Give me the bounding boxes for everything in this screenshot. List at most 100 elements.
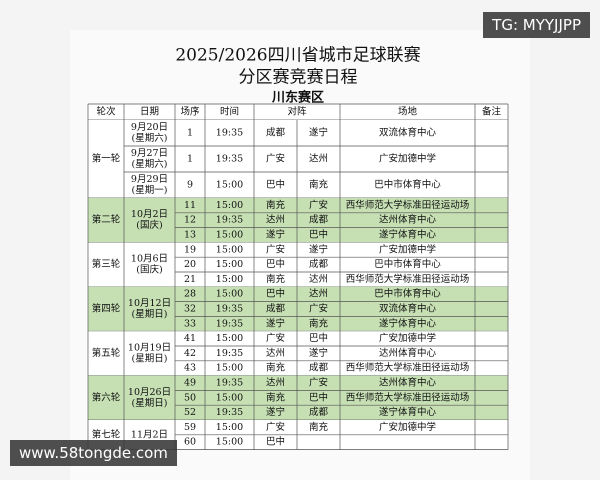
away-team: 广安 [309, 303, 328, 315]
home-team: 遂宁 [266, 317, 285, 329]
match-number: 1 [187, 128, 193, 139]
home-team: 南充 [266, 391, 286, 403]
column-header: 场地 [398, 106, 418, 118]
date-text: 9月29日 [131, 174, 168, 185]
away-team: 遂宁 [309, 127, 328, 139]
venue: 遂宁体育中心 [379, 406, 437, 418]
round-name: 第三轮 [92, 258, 121, 270]
home-team: 达州 [266, 214, 285, 226]
away-team: 巴中 [309, 391, 328, 403]
venue: 巴中市体育中心 [374, 288, 441, 300]
date-text: (国庆) [136, 219, 162, 231]
match-number: 13 [184, 230, 196, 241]
away-team: 达州 [309, 153, 328, 165]
match-time: 19:35 [216, 304, 243, 315]
column-header: 时间 [220, 106, 239, 118]
column-header: 对阵 [287, 106, 307, 118]
match-time: 19:35 [216, 318, 243, 329]
date-text: 11月2日 [131, 429, 168, 440]
match-number: 59 [184, 422, 196, 433]
match-time: 15:00 [216, 244, 243, 255]
away-team: 南充 [309, 179, 329, 191]
home-team: 成都 [266, 303, 286, 315]
away-team: 遂宁 [309, 243, 328, 255]
away-team: 达州 [309, 273, 328, 285]
match-time: 19:35 [216, 407, 243, 418]
home-team: 遂宁 [266, 406, 285, 418]
away-team: 成都 [309, 214, 329, 226]
match-number: 28 [184, 289, 196, 300]
round-name: 第二轮 [92, 214, 121, 226]
venue: 双流体育中心 [379, 303, 437, 315]
match-time: 15:00 [216, 230, 243, 241]
home-team: 广安 [266, 153, 285, 165]
round-band [88, 286, 508, 332]
round-band [88, 198, 508, 243]
date-text: (星期日) [132, 398, 168, 409]
date-text: (星期六) [132, 132, 168, 144]
round-name: 第一轮 [92, 153, 121, 165]
venue: 巴中市体育中心 [374, 258, 441, 270]
round-band [88, 331, 508, 376]
date-text: (国庆) [136, 264, 162, 276]
venue: 西华师范大学标准田径运动场 [346, 391, 470, 403]
match-number: 12 [184, 215, 196, 226]
column-header: 日期 [140, 107, 159, 118]
venue: 达州体育中心 [379, 377, 437, 389]
match-time: 15:00 [216, 180, 243, 191]
date-text: 10月19日 [128, 342, 171, 353]
venue: 西华师范大学标准田径运动场 [346, 199, 470, 211]
match-time: 15:00 [216, 333, 243, 344]
home-team: 南充 [266, 273, 286, 285]
date-text: 10月6日 [131, 254, 168, 265]
match-number: 49 [184, 378, 196, 389]
date-text: 10月26日 [128, 387, 171, 398]
venue: 达州体育中心 [379, 347, 437, 359]
match-number: 1 [187, 154, 193, 165]
match-number: 21 [184, 274, 196, 285]
match-time: 15:00 [216, 363, 243, 374]
match-time: 19:35 [216, 215, 243, 226]
match-time: 15:00 [216, 422, 243, 433]
match-number: 9 [187, 180, 193, 191]
match-time: 15:00 [216, 289, 243, 300]
round-name: 第五轮 [92, 347, 121, 359]
match-number: 50 [184, 392, 196, 403]
venue: 广安加德中学 [379, 243, 436, 255]
venue: 达州体育中心 [379, 214, 437, 226]
venue: 西华师范大学标准田径运动场 [346, 273, 470, 285]
watermark-bottom: www.58tongde.com [10, 440, 177, 466]
venue: 广安加德中学 [379, 153, 436, 165]
match-number: 19 [184, 244, 196, 255]
match-number: 11 [184, 200, 196, 211]
match-number: 20 [184, 259, 196, 270]
date-text: (星期六) [132, 158, 168, 170]
match-time: 19:35 [216, 154, 243, 165]
column-header: 轮次 [96, 106, 116, 118]
match-number: 42 [184, 348, 196, 359]
round-name: 第六轮 [92, 391, 121, 403]
date-text: (星期日) [132, 309, 168, 320]
subtitle: 分区赛竞赛日程 [239, 67, 358, 88]
away-team: 成都 [309, 406, 329, 418]
date-text: 9月27日 [131, 148, 168, 159]
away-team: 达州 [309, 288, 328, 300]
away-team: 成都 [309, 362, 329, 374]
round-name: 第七轮 [92, 428, 121, 440]
round-band [88, 242, 508, 287]
column-header: 场序 [180, 106, 200, 118]
match-number: 33 [184, 318, 196, 329]
date-text: 9月20日 [131, 122, 168, 133]
match-time: 15:00 [216, 274, 243, 285]
home-team: 巴中 [266, 179, 285, 191]
home-team: 广安 [266, 243, 285, 255]
match-number: 52 [184, 407, 196, 418]
match-number: 41 [184, 333, 196, 344]
match-time: 15:00 [216, 200, 243, 211]
away-team: 巴中 [309, 332, 328, 344]
home-team: 巴中 [266, 436, 285, 448]
match-time: 15:00 [216, 259, 243, 270]
home-team: 达州 [266, 377, 285, 389]
home-team: 南充 [266, 362, 286, 374]
